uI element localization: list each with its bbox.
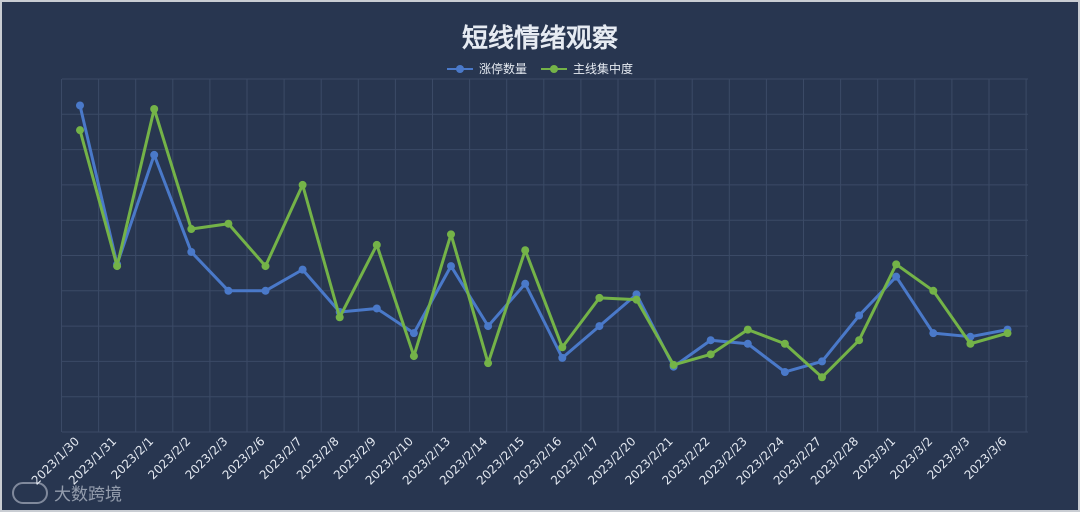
series-1-point xyxy=(595,322,604,331)
series-2-point xyxy=(521,246,530,255)
legend-swatch-series-1 xyxy=(446,63,473,75)
series-1-point xyxy=(929,329,938,338)
series-1-point xyxy=(521,279,530,288)
legend-dot-series-1 xyxy=(455,64,464,73)
series-1-point xyxy=(892,272,901,281)
legend-label-series-1: 涨停数量 xyxy=(478,62,527,76)
series-2-point xyxy=(224,219,233,228)
chart-title: 短线情绪观察 xyxy=(461,24,618,54)
series-1-point xyxy=(372,304,381,313)
series-2-point xyxy=(558,343,567,352)
series-1-point xyxy=(855,311,864,320)
series-1-point xyxy=(261,286,270,295)
series-2-point xyxy=(187,225,196,234)
series-2-point xyxy=(1003,329,1012,338)
watermark: 大数跨境 xyxy=(12,480,122,505)
series-1-point xyxy=(447,262,455,271)
series-2-point xyxy=(669,360,678,369)
series-2-point xyxy=(706,350,715,359)
series-2-point xyxy=(335,313,344,322)
legend-swatch-series-2 xyxy=(541,63,567,75)
chart-legend: 涨停数量 主线集中度 xyxy=(2,60,1078,77)
series-2-point xyxy=(966,339,975,348)
series-2-point xyxy=(298,180,307,189)
series-2-point xyxy=(261,262,270,271)
series-2-point xyxy=(409,352,418,361)
series-2-point xyxy=(743,325,752,334)
series-2-point xyxy=(150,105,159,114)
series-1-point xyxy=(558,353,567,362)
series-1-point xyxy=(706,336,715,345)
series-2-point xyxy=(484,359,493,368)
series-2-point xyxy=(632,295,641,304)
legend-item-series-2[interactable]: 主线集中度 xyxy=(541,60,633,77)
series-2-point xyxy=(892,260,901,269)
series-1-point xyxy=(187,247,196,256)
series-1-point xyxy=(409,329,418,338)
series-1-point xyxy=(76,101,84,110)
series-1-point xyxy=(818,357,826,366)
series-1-point xyxy=(150,150,159,159)
series-2-point xyxy=(113,262,122,271)
watermark-text: 大数跨境 xyxy=(54,485,122,505)
watermark-logo-icon xyxy=(12,481,48,504)
series-2-point xyxy=(595,293,604,302)
series-line-1 xyxy=(78,105,1008,374)
series-line-2 xyxy=(78,107,1008,379)
series-2-point xyxy=(447,230,455,239)
legend-label-series-2: 主线集中度 xyxy=(573,62,634,76)
series-1-point xyxy=(743,339,752,348)
series-1-point xyxy=(484,322,493,331)
series-2-point xyxy=(780,339,789,348)
legend-item-series-1[interactable]: 涨停数量 xyxy=(446,60,527,77)
series-1-point xyxy=(298,265,307,274)
series-2-point xyxy=(855,336,864,345)
legend-dot-series-2 xyxy=(550,64,558,73)
series-1-point xyxy=(780,367,789,376)
series-2-point xyxy=(76,126,84,135)
series-2-point xyxy=(818,373,826,382)
series-2-point xyxy=(372,240,381,249)
series-2-point xyxy=(929,286,938,295)
series-1-point xyxy=(224,286,233,295)
